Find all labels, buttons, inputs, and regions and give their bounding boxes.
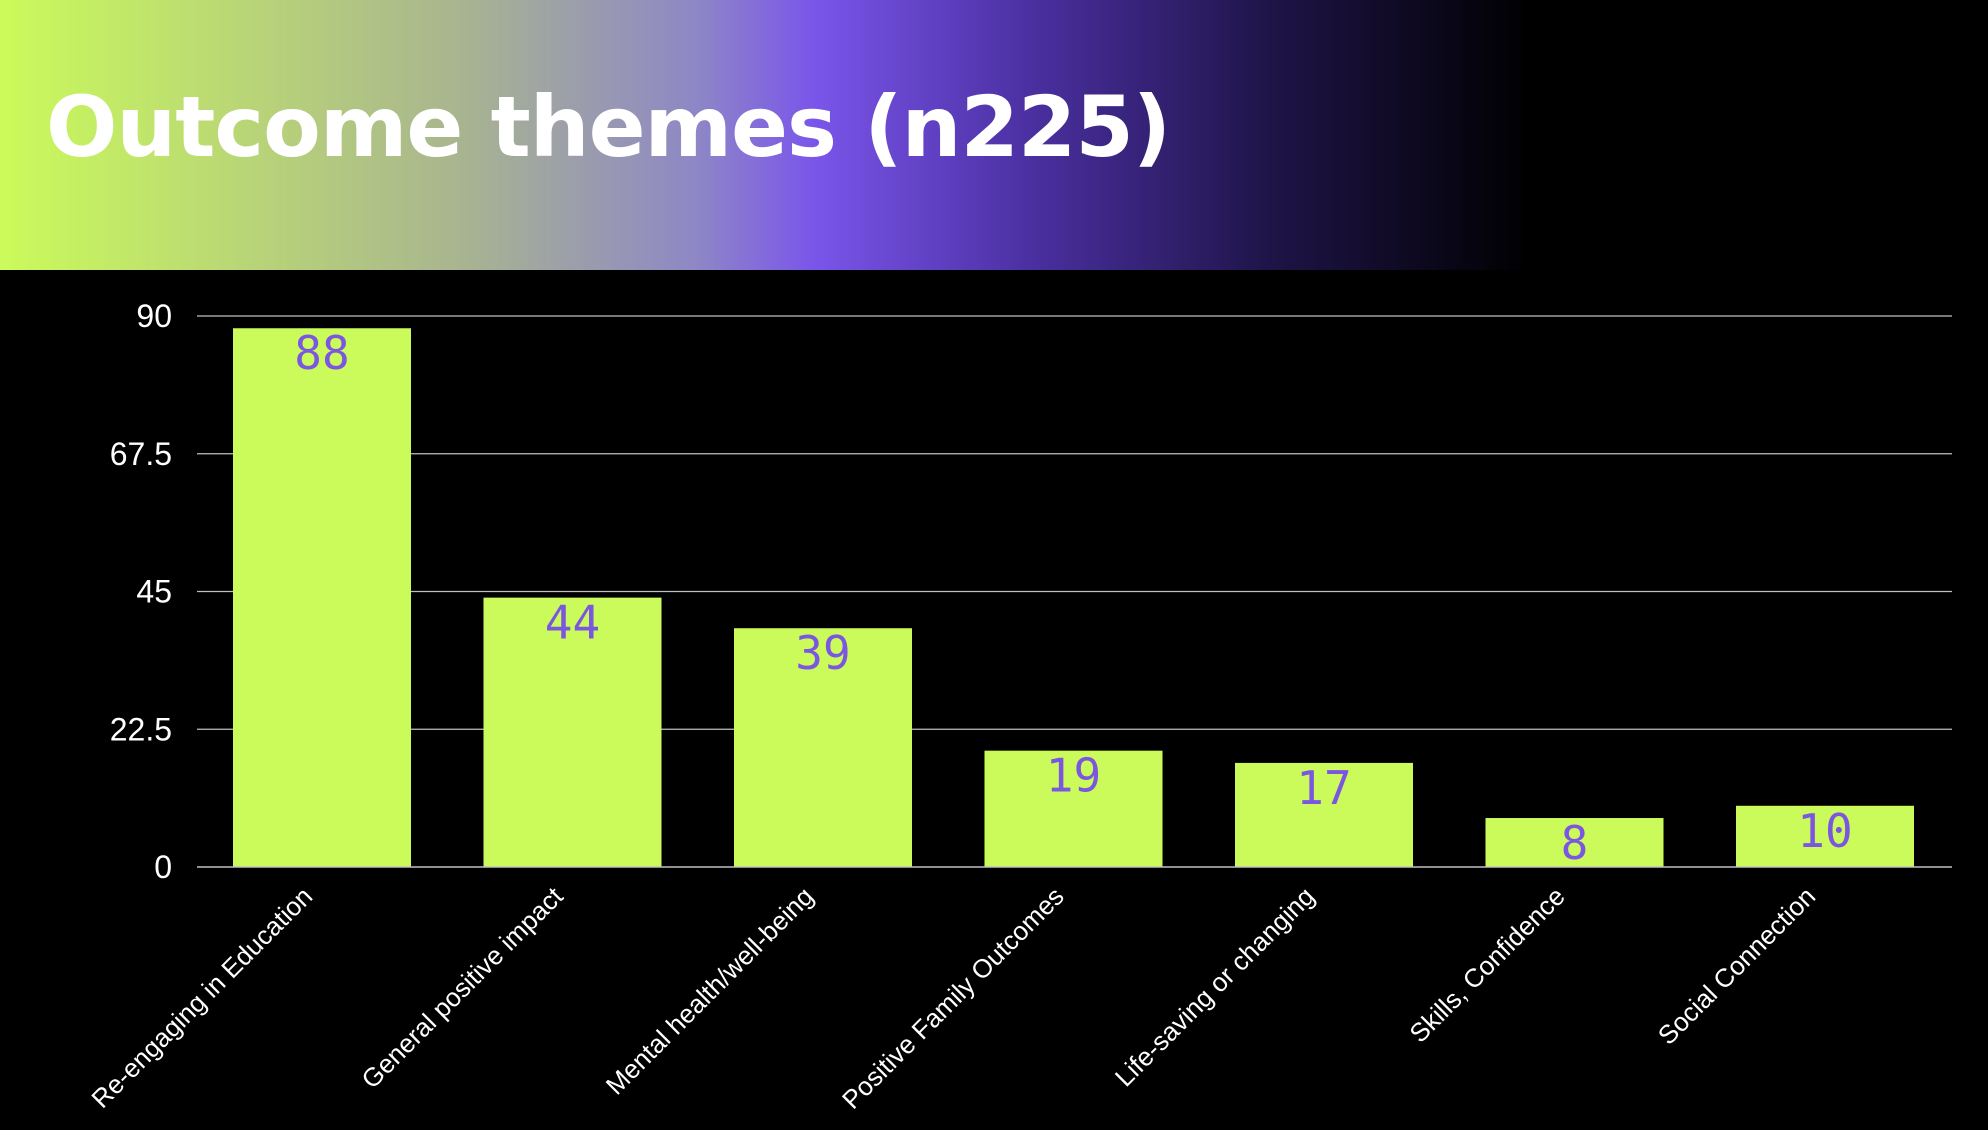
y-tick-label: 22.5 [110,711,172,747]
data-label: 17 [1296,761,1351,815]
data-label: 8 [1561,816,1589,870]
gridlines [197,316,1952,729]
category-label: Re-engaging in Education [85,881,318,1114]
data-label: 19 [1046,749,1101,803]
category-label: General positive impact [355,880,569,1094]
y-tick-label: 90 [136,298,172,334]
category-label: Life-saving or changing [1109,881,1320,1092]
y-axis-ticks: 0 22.5 45 67.5 90 [110,298,172,885]
category-label: Skills, Confidence [1403,881,1570,1048]
data-label: 10 [1797,804,1852,858]
data-label: 39 [795,626,850,680]
category-label: Positive Family Outcomes [836,881,1070,1115]
data-label: 44 [545,596,600,650]
y-tick-label: 0 [154,849,172,885]
y-tick-label: 67.5 [110,436,172,472]
data-label: 88 [294,326,349,380]
y-tick-label: 45 [136,574,172,610]
category-label: Mental health/well-being [600,881,819,1100]
bar [233,328,411,867]
category-labels: Re-engaging in Education General positive… [85,880,1821,1114]
category-label: Social Connection [1652,881,1821,1050]
